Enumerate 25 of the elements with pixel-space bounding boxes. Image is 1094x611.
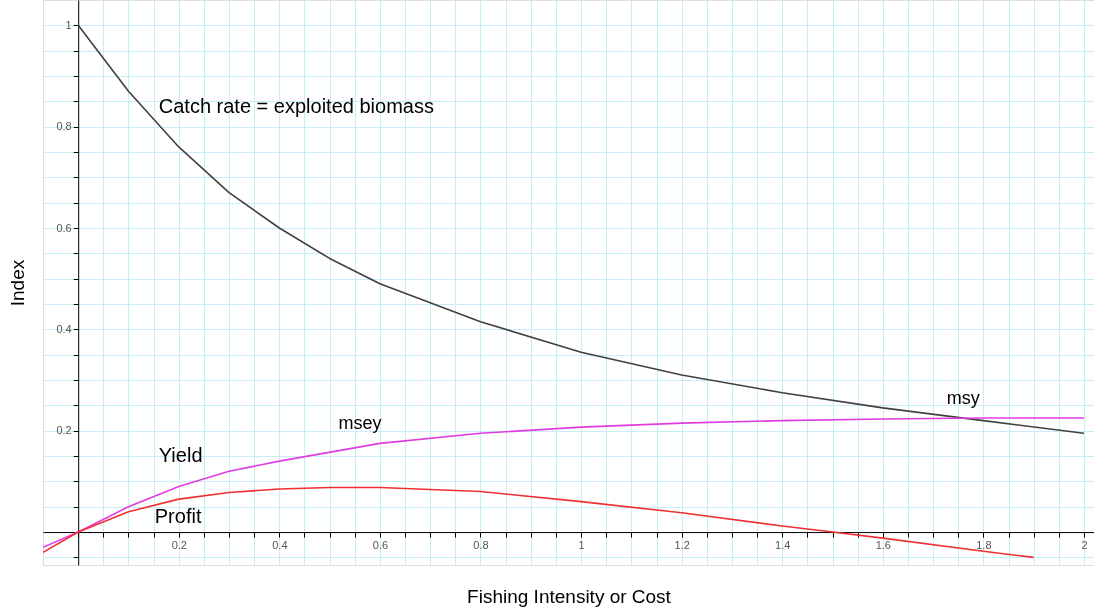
x-tick-label: 0.2 bbox=[171, 538, 187, 551]
line-series bbox=[77, 24, 1085, 435]
x-tick-label: 0.4 bbox=[272, 538, 288, 551]
y-axis-title: Index bbox=[6, 259, 28, 307]
line-series bbox=[43, 417, 1085, 549]
x-tick-label: 0.6 bbox=[372, 538, 389, 551]
y-tick-label: 0.2 bbox=[56, 424, 72, 437]
y-tick-label: 0.4 bbox=[56, 322, 72, 335]
series-label: Yield bbox=[158, 444, 203, 467]
x-tick-label: 1 bbox=[578, 538, 585, 551]
line-series bbox=[43, 486, 1035, 559]
series-label: Profit bbox=[154, 505, 202, 528]
y-tick-label: 0.6 bbox=[56, 221, 72, 234]
x-tick-label: 1.4 bbox=[775, 538, 791, 551]
x-tick-label: 0.8 bbox=[473, 538, 489, 551]
x-tick-label: 2 bbox=[1081, 538, 1088, 551]
annotation: msey bbox=[338, 413, 382, 434]
x-tick-label: 1.2 bbox=[674, 538, 690, 551]
y-tick-label: 1 bbox=[65, 18, 72, 31]
annotation: msy bbox=[946, 388, 980, 409]
x-tick-label: 1.6 bbox=[875, 538, 891, 551]
y-tick-label: 0.8 bbox=[56, 120, 72, 133]
series-label: Catch rate = exploited biomass bbox=[158, 94, 434, 117]
x-axis-title: Fishing Intensity or Cost bbox=[467, 585, 672, 607]
x-tick-label: 1.8 bbox=[976, 538, 992, 551]
